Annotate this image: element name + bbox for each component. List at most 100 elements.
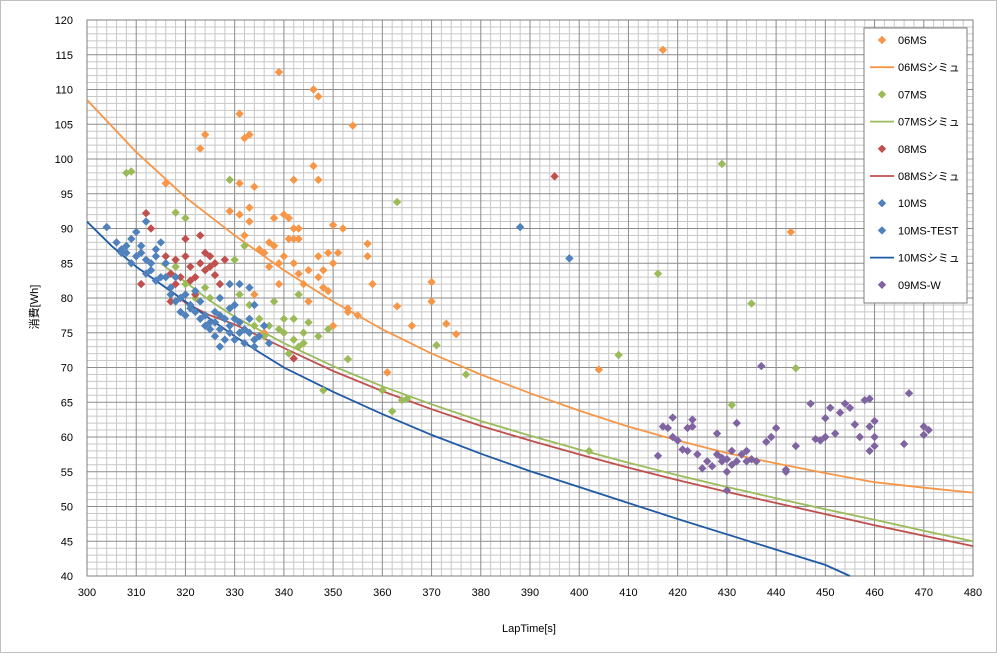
point-06ms bbox=[594, 365, 604, 374]
legend-label: 08MS bbox=[898, 144, 927, 156]
point-10ms bbox=[215, 325, 225, 334]
point-07ms bbox=[171, 208, 180, 217]
point-07ms bbox=[747, 299, 756, 308]
point-09ms-w bbox=[899, 439, 909, 449]
point-08ms bbox=[196, 231, 205, 240]
point-07ms bbox=[314, 332, 323, 341]
legend-label: 08MSシミュ bbox=[898, 171, 960, 183]
point-10ms bbox=[230, 300, 239, 310]
series-09ms-w bbox=[653, 361, 933, 495]
point-09ms-w bbox=[860, 395, 869, 405]
point-10ms bbox=[102, 222, 111, 232]
point-07ms bbox=[432, 341, 441, 350]
point-09ms-w bbox=[752, 457, 761, 466]
point-06ms bbox=[353, 311, 362, 320]
x-tick-label: 380 bbox=[472, 587, 490, 599]
point-06ms bbox=[363, 239, 372, 248]
point-06ms bbox=[427, 297, 436, 306]
point-10ms-test bbox=[146, 259, 156, 268]
x-tick-label: 400 bbox=[570, 587, 588, 599]
point-08ms bbox=[141, 209, 151, 218]
point-10ms bbox=[515, 222, 525, 232]
point-09ms-w bbox=[707, 461, 717, 471]
point-08ms bbox=[200, 266, 210, 275]
point-10ms bbox=[245, 283, 254, 292]
point-10ms bbox=[565, 254, 574, 263]
point-10ms bbox=[127, 234, 136, 244]
point-10ms bbox=[225, 328, 234, 337]
point-06ms bbox=[368, 279, 377, 289]
point-06ms bbox=[304, 297, 313, 306]
x-axis-tick-labels: 300 310 320 330 340 350 360 370 380 390 400 410 420 4… bbox=[78, 587, 982, 599]
point-06ms bbox=[269, 241, 279, 251]
point-09ms-w bbox=[865, 422, 874, 431]
point-10ms-test bbox=[186, 304, 195, 313]
point-06ms bbox=[294, 224, 303, 233]
point-07ms bbox=[304, 318, 313, 327]
point-10ms-test bbox=[176, 293, 185, 303]
x-tick-label: 320 bbox=[176, 587, 194, 599]
point-07ms bbox=[319, 386, 328, 395]
point-09ms-w bbox=[771, 423, 781, 433]
legend-label: 10MSシミュ bbox=[898, 253, 960, 265]
point-06ms bbox=[225, 206, 234, 216]
point-06ms bbox=[343, 307, 353, 317]
point-06ms bbox=[289, 175, 298, 185]
point-06ms bbox=[250, 182, 259, 191]
point-06ms bbox=[323, 286, 333, 296]
point-10ms-test bbox=[117, 248, 126, 258]
point-09ms-w bbox=[924, 425, 933, 435]
point-06ms bbox=[200, 130, 210, 139]
legend-entry-10ms-test: 10MS-TEST bbox=[877, 225, 959, 237]
point-09ms-w bbox=[865, 446, 874, 456]
point-07ms bbox=[653, 269, 663, 278]
point-10ms bbox=[166, 290, 175, 299]
x-tick-label: 410 bbox=[619, 587, 637, 599]
point-08ms bbox=[146, 224, 156, 233]
series-08ms bbox=[136, 172, 559, 363]
point-07ms bbox=[717, 159, 727, 169]
point-06ms bbox=[245, 130, 254, 139]
point-06ms bbox=[289, 259, 298, 268]
x-tick-label: 480 bbox=[964, 587, 982, 599]
point-10ms bbox=[122, 248, 131, 258]
legend-entry-06ms: 06MS bbox=[877, 35, 927, 47]
point-09ms-w bbox=[698, 464, 707, 473]
x-tick-label: 420 bbox=[668, 587, 686, 599]
series-10ms-test bbox=[117, 241, 244, 341]
legend-label: 09MS-W bbox=[898, 280, 941, 292]
y-tick-label: 45 bbox=[61, 536, 73, 548]
point-10ms bbox=[245, 314, 254, 324]
point-09ms-w bbox=[870, 416, 879, 426]
y-tick-label: 65 bbox=[61, 397, 73, 409]
legend-label: 10MS bbox=[898, 198, 927, 210]
point-09ms-w bbox=[870, 441, 879, 451]
point-10ms-test bbox=[122, 241, 131, 251]
point-09ms-w bbox=[850, 420, 860, 429]
point-08ms bbox=[215, 279, 225, 289]
point-10ms bbox=[220, 335, 230, 344]
point-07ms bbox=[225, 175, 234, 185]
point-06ms bbox=[407, 321, 417, 330]
point-07ms bbox=[255, 314, 264, 324]
point-06ms bbox=[274, 279, 284, 289]
point-06ms bbox=[314, 92, 323, 101]
point-09ms-w bbox=[668, 432, 677, 442]
point-10ms-test bbox=[210, 332, 220, 341]
y-tick-label: 100 bbox=[55, 154, 73, 166]
point-06ms bbox=[451, 329, 461, 339]
point-06ms bbox=[314, 272, 323, 282]
point-10ms-test bbox=[156, 272, 166, 282]
point-06ms bbox=[294, 234, 303, 244]
x-tick-label: 310 bbox=[127, 587, 145, 599]
y-tick-label: 55 bbox=[61, 467, 73, 479]
y-tick-label: 90 bbox=[61, 224, 73, 236]
legend-entry-08ms-sim: 08MSシミュ bbox=[870, 171, 960, 183]
y-tick-label: 85 bbox=[61, 258, 73, 270]
legend-entry-09ms-w: 09MS-W bbox=[877, 280, 941, 292]
x-tick-label: 470 bbox=[915, 587, 933, 599]
point-10ms bbox=[196, 297, 205, 306]
point-07ms bbox=[279, 328, 289, 337]
point-09ms-w bbox=[663, 423, 673, 433]
